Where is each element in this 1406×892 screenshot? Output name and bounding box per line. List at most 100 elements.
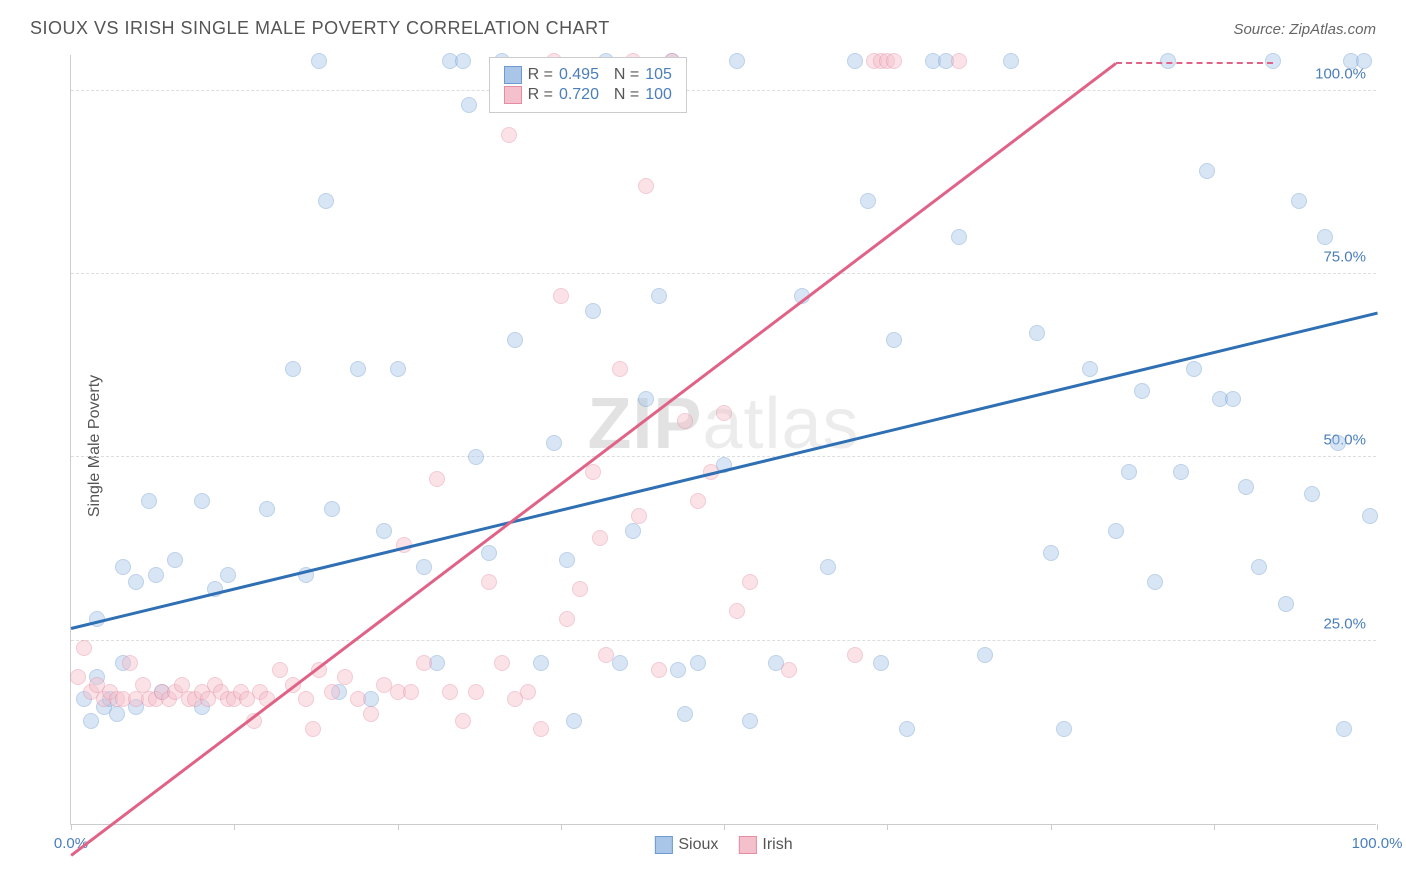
x-tick-label: 100.0% [1352, 835, 1403, 852]
data-point [690, 655, 706, 671]
data-point [220, 567, 236, 583]
y-tick-label: 75.0% [1323, 249, 1366, 266]
data-point [455, 53, 471, 69]
data-point [1147, 574, 1163, 590]
legend-swatch [504, 66, 522, 84]
source-label: Source: ZipAtlas.com [1233, 21, 1376, 38]
data-point [429, 471, 445, 487]
data-point [141, 493, 157, 509]
legend-swatch [504, 86, 522, 104]
data-point [76, 640, 92, 656]
data-point [390, 361, 406, 377]
data-point [272, 662, 288, 678]
x-tick [1214, 824, 1215, 830]
data-point [1362, 508, 1378, 524]
data-point [403, 684, 419, 700]
data-point [259, 501, 275, 517]
data-point [592, 530, 608, 546]
data-point [337, 669, 353, 685]
data-point [481, 574, 497, 590]
data-point [455, 713, 471, 729]
data-point [781, 662, 797, 678]
data-point [461, 97, 477, 113]
data-point [1199, 163, 1215, 179]
data-point [951, 229, 967, 245]
data-point [324, 684, 340, 700]
gridline [71, 90, 1376, 91]
data-point [1173, 464, 1189, 480]
data-point [1278, 596, 1294, 612]
data-point [1186, 361, 1202, 377]
data-point [494, 655, 510, 671]
data-point [1134, 383, 1150, 399]
data-point [951, 53, 967, 69]
data-point [285, 361, 301, 377]
data-point [638, 391, 654, 407]
data-point [416, 655, 432, 671]
data-point [1121, 464, 1137, 480]
data-point [1238, 479, 1254, 495]
x-tick [1377, 824, 1378, 830]
y-tick-label: 25.0% [1323, 615, 1366, 632]
data-point [886, 53, 902, 69]
data-point [625, 523, 641, 539]
data-point [1330, 435, 1346, 451]
trend-line [1116, 62, 1273, 64]
data-point [520, 684, 536, 700]
data-point [860, 193, 876, 209]
data-point [742, 713, 758, 729]
x-tick [398, 824, 399, 830]
data-point [148, 567, 164, 583]
data-point [886, 332, 902, 348]
data-point [1029, 325, 1045, 341]
data-point [128, 574, 144, 590]
data-point [350, 361, 366, 377]
data-point [416, 559, 432, 575]
data-point [1108, 523, 1124, 539]
data-point [1003, 53, 1019, 69]
stats-row: R = 0.495 N = 105 [504, 66, 672, 84]
data-point [135, 677, 151, 693]
data-point [742, 574, 758, 590]
data-point [559, 552, 575, 568]
data-point [546, 435, 562, 451]
gridline [71, 273, 1376, 274]
data-point [298, 691, 314, 707]
data-point [305, 721, 321, 737]
data-point [363, 706, 379, 722]
data-point [690, 493, 706, 509]
stats-legend: R = 0.495 N = 105 R = 0.720 N = 100 [489, 57, 687, 113]
data-point [1043, 545, 1059, 561]
stats-row: R = 0.720 N = 100 [504, 86, 672, 104]
data-point [677, 413, 693, 429]
legend-item: Irish [738, 836, 792, 854]
data-point [1317, 229, 1333, 245]
data-point [533, 721, 549, 737]
data-point [716, 405, 732, 421]
data-point [566, 713, 582, 729]
x-tick [561, 824, 562, 830]
plot-area: ZIPatlas 25.0%50.0%75.0%100.0%0.0%100.0%… [70, 55, 1376, 825]
data-point [481, 545, 497, 561]
legend-bottom: SiouxIrish [654, 836, 792, 854]
data-point [1356, 53, 1372, 69]
data-point [559, 611, 575, 627]
gridline [71, 640, 1376, 641]
data-point [311, 53, 327, 69]
data-point [1291, 193, 1307, 209]
data-point [1056, 721, 1072, 737]
data-point [847, 53, 863, 69]
x-tick [1051, 824, 1052, 830]
data-point [1251, 559, 1267, 575]
data-point [350, 691, 366, 707]
data-point [174, 677, 190, 693]
data-point [83, 713, 99, 729]
data-point [324, 501, 340, 517]
data-point [318, 193, 334, 209]
data-point [1304, 486, 1320, 502]
x-tick [234, 824, 235, 830]
data-point [612, 361, 628, 377]
data-point [501, 127, 517, 143]
x-tick [887, 824, 888, 830]
data-point [553, 288, 569, 304]
